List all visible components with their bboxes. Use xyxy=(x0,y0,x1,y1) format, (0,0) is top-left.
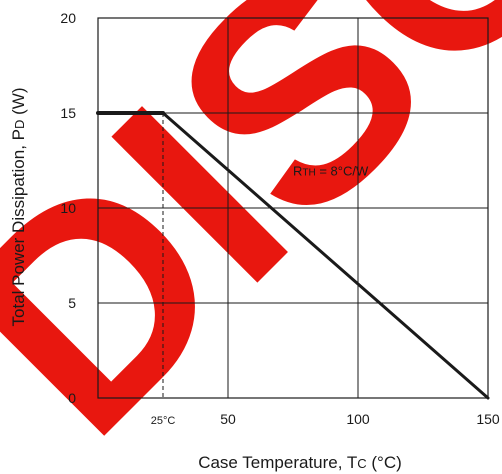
x-tick-label: 100 xyxy=(346,411,370,427)
thermal-resistance-label: RTH = 8°C/W xyxy=(293,164,369,179)
x-axis-title: Case Temperature, TC (°C) xyxy=(198,453,402,472)
x-tick-label: 50 xyxy=(220,411,236,427)
x-tick-label: 150 xyxy=(476,411,500,427)
y-axis-title: Total Power Dissipation, PD (W) xyxy=(9,88,28,327)
y-tick-label: 20 xyxy=(60,10,76,26)
x-tick-label: 25°C xyxy=(151,415,176,427)
y-tick-label: 5 xyxy=(68,295,76,311)
series-group xyxy=(96,111,490,400)
y-tick-label: 0 xyxy=(68,390,76,406)
y-tick-label: 10 xyxy=(60,200,76,216)
y-tick-labels: 0 5 10 15 20 xyxy=(60,10,76,406)
x-tick-labels: 25°C 50 100 150 xyxy=(151,411,500,427)
series-0-segment-1 xyxy=(161,111,490,400)
plot-frame xyxy=(97,17,489,399)
y-tick-label: 15 xyxy=(60,105,76,121)
